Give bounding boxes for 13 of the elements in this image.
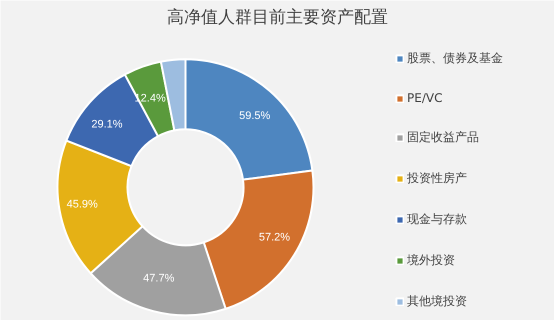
legend-label: 现金与存款 — [407, 211, 467, 228]
data-label: 45.9% — [66, 198, 98, 210]
data-label: 59.5% — [239, 110, 271, 122]
chart-title: 高净值人群目前主要资产配置 — [167, 8, 388, 28]
data-label: 29.1% — [91, 118, 123, 131]
legend-label: PE/VC — [407, 91, 442, 105]
legend-label: 其他境投资 — [407, 293, 467, 310]
legend-label: 境外投资 — [407, 252, 455, 269]
legend-label: 投资性房产 — [407, 170, 467, 187]
data-label: 47.7% — [143, 272, 175, 285]
legend-label: 股票、债券及基金 — [407, 50, 503, 67]
data-label: 57.2% — [258, 231, 290, 244]
legend-label: 固定收益产品 — [407, 129, 479, 146]
